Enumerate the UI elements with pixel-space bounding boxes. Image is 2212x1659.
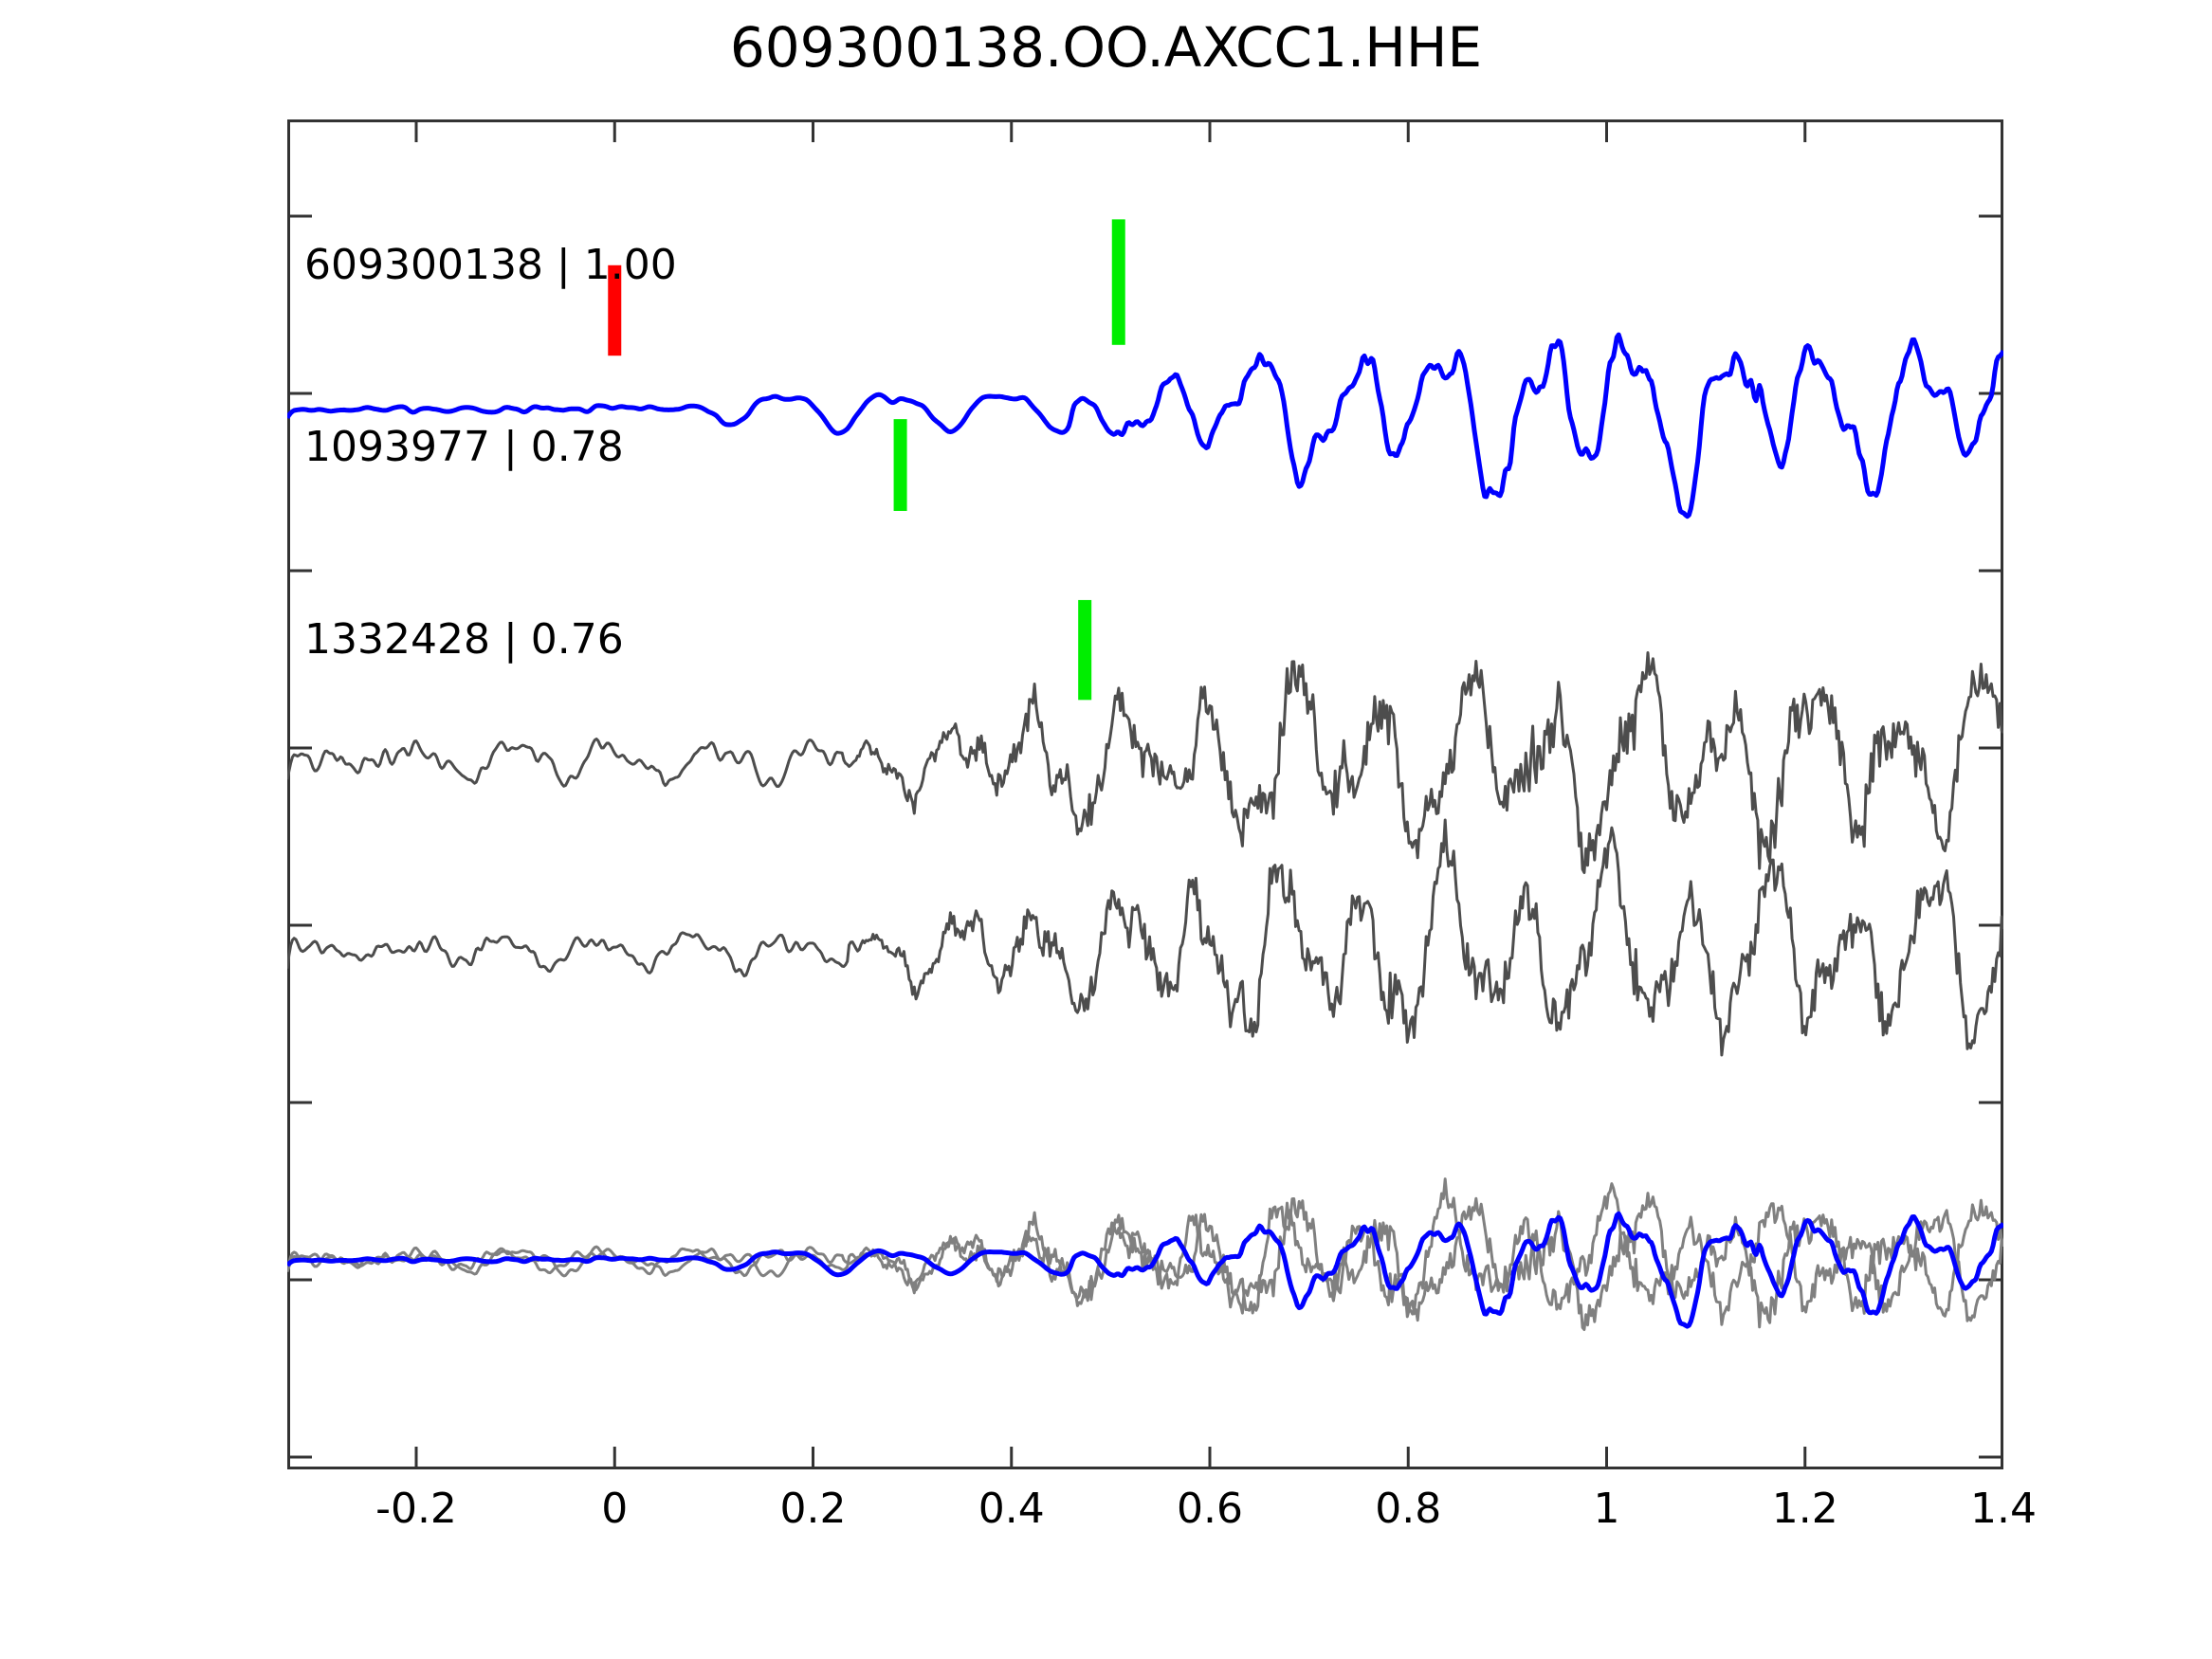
x-tick-label: 0 (601, 1485, 629, 1533)
x-tick-label: 0.8 (1375, 1485, 1442, 1533)
waveform-path (287, 818, 2003, 1057)
plot-frame (287, 119, 2003, 1469)
overlay-trace-panel-template (287, 1211, 2003, 1329)
x-tick-label: 0.4 (978, 1485, 1045, 1533)
pick-marker-green (1078, 599, 1092, 701)
overlay-trace-panel-detection-2 (287, 1177, 2003, 1326)
waveform-canvas (287, 119, 2003, 1469)
x-tick-label: 1.4 (1970, 1485, 2037, 1533)
pick-marker-green (1111, 219, 1125, 345)
trace-panel-detection-1 (287, 651, 2003, 874)
x-tick-label: 0.2 (779, 1485, 847, 1533)
trace-panel-detection-2 (287, 818, 2003, 1057)
x-tick-label: 0.6 (1177, 1485, 1243, 1533)
plot-area: 609300138 | 1.00 1093977 | 0.78 1332428 | … (287, 119, 2003, 1469)
page-title: 609300138.OO.AXCC1.HHE (729, 15, 1483, 80)
trace-label-609300138: 609300138 | 1.00 (304, 241, 677, 290)
x-tick-label: -0.2 (375, 1485, 457, 1533)
waveform-path (287, 651, 2003, 874)
pick-marker-green (893, 419, 907, 511)
x-axis-tick-labels: -0.2 0 0.2 0.4 0.6 0.8 1 1.2 1.4 (0, 1485, 2212, 1551)
x-tick-label: 1 (1593, 1485, 1620, 1533)
trace-label-1332428: 1332428 | 0.76 (304, 614, 624, 664)
waveform-path (287, 332, 2003, 520)
trace-panel-template (287, 332, 2003, 520)
trace-panel-overlay (287, 1177, 2003, 1331)
trace-label-1093977: 1093977 | 0.78 (304, 423, 624, 472)
x-tick-label: 1.2 (1771, 1485, 1838, 1533)
pick-marker-red (608, 264, 622, 356)
